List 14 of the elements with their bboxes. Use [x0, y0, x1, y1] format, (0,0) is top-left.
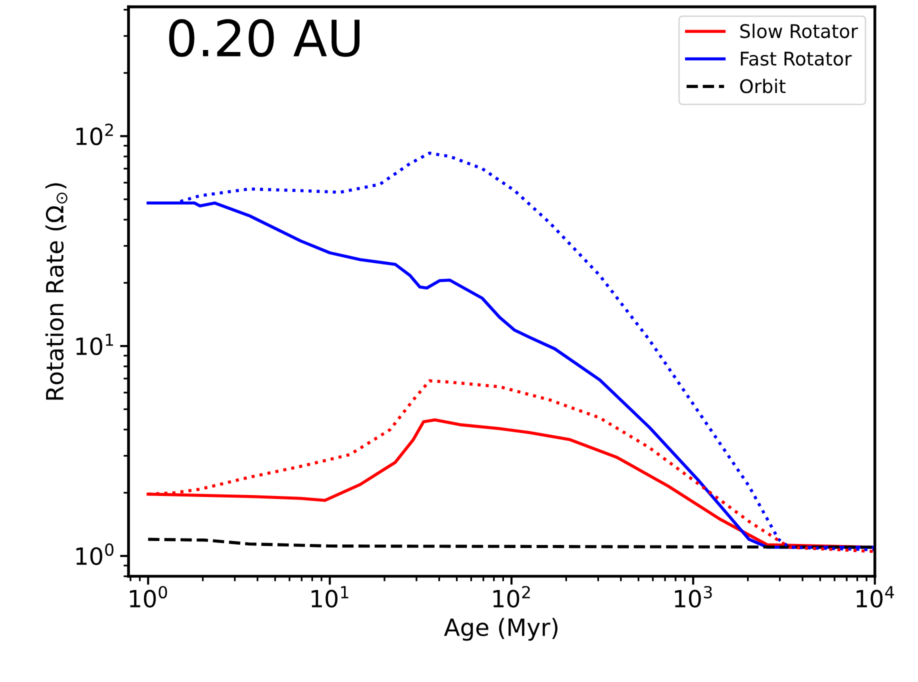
annotation: 0.20 AU	[169, 19, 360, 57]
x-tick-label: 10$^{0}$	[130, 586, 168, 608]
x-tick-label: 10$^{3}$	[674, 586, 712, 608]
x-tick-label: 10$^{4}$	[856, 586, 894, 608]
legend-label: Orbit	[740, 78, 786, 94]
x-tick-label: 10$^{2}$	[493, 586, 530, 608]
y-axis-title: Rotation Rate (Ω$_{⊙}$)	[45, 183, 68, 400]
legend-label: Fast Rotator	[740, 52, 852, 66]
legend-label: Slow Rotator	[740, 24, 858, 38]
y-tick-label: 10$^{0}$	[76, 543, 114, 566]
y-tick-label: 10$^{2}$	[76, 124, 113, 146]
x-tick-label: 10$^{1}$	[312, 586, 348, 608]
x-axis-title: Age (Myr)	[444, 618, 558, 641]
y-tick-label: 10$^{1}$	[76, 334, 114, 356]
